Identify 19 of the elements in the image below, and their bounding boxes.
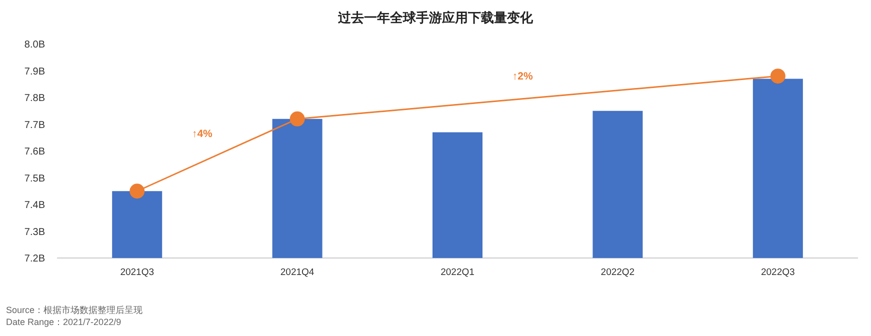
y-tick-label: 8.0B — [24, 40, 46, 50]
y-tick-label: 7.7B — [24, 120, 46, 131]
y-tick-label: 7.6B — [24, 146, 46, 158]
y-tick-label: 7.5B — [24, 173, 46, 184]
y-tick-label: 7.3B — [24, 226, 46, 238]
chart-title: 过去一年全球手游应用下载量变化 — [337, 10, 534, 25]
x-tick-label: 2022Q3 — [760, 267, 795, 278]
text: Date Range：2021/7-2022/9 — [6, 317, 122, 327]
annotation: ↑2% — [512, 70, 534, 82]
x-tick-label: 2021Q4 — [280, 267, 314, 278]
y-tick-label: 7.8B — [24, 93, 46, 104]
source-note: Source：根据市场数据整理后呈现 — [6, 305, 143, 315]
x-tick-label: 2022Q2 — [600, 267, 635, 278]
y-tick-label: 7.9B — [24, 66, 46, 78]
x-tick-label: 2022Q1 — [440, 267, 474, 278]
x-tick-label: 2021Q3 — [120, 267, 154, 278]
y-tick-label: 7.4B — [24, 200, 46, 211]
annotation: ↑4% — [192, 128, 214, 140]
y-tick-label: 7.2B — [24, 254, 46, 264]
